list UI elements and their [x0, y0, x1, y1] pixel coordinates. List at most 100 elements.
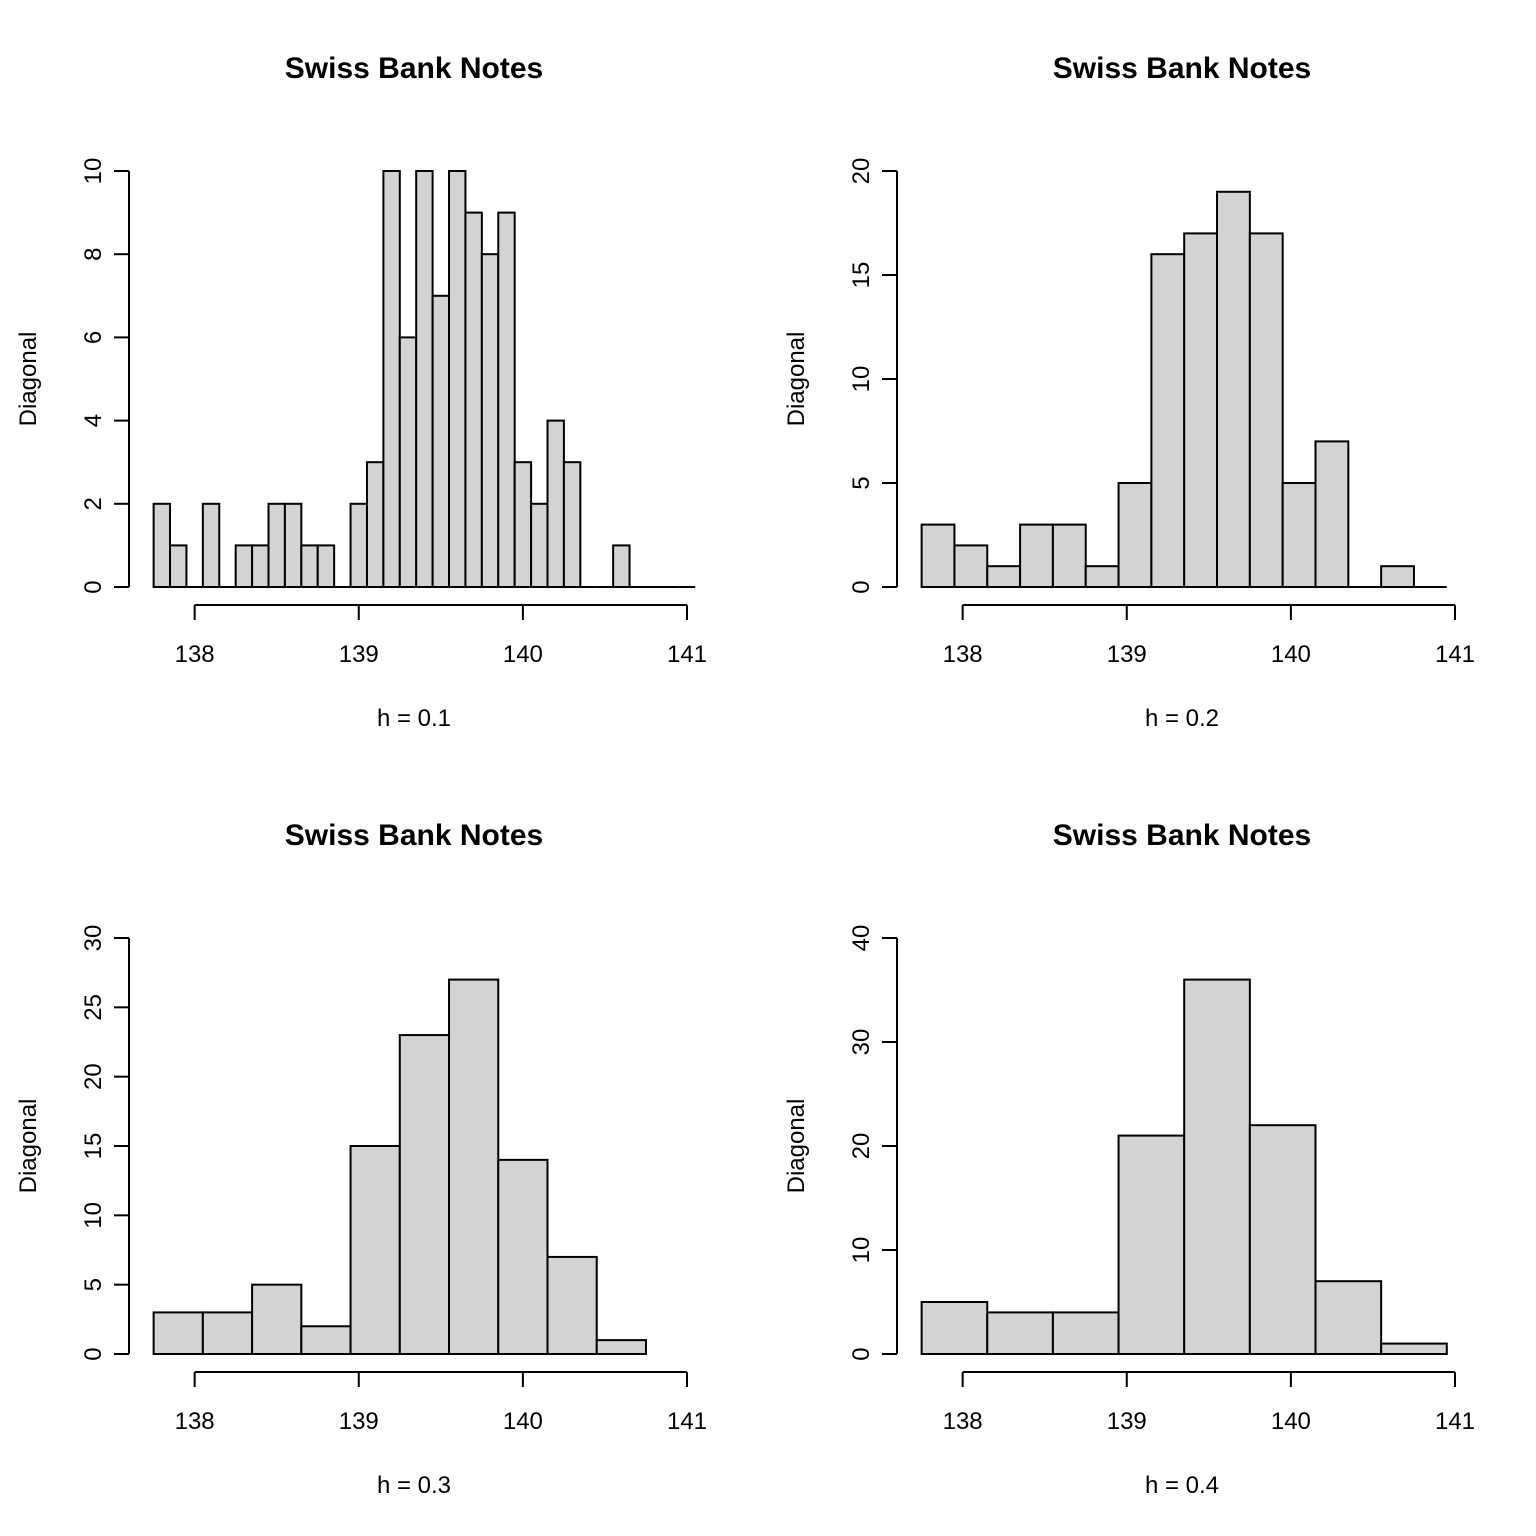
histogram-bar — [251, 544, 270, 589]
y-tick-label: 10 — [848, 366, 875, 393]
histogram-bar — [513, 461, 533, 589]
y-tick-label: 30 — [848, 1029, 875, 1056]
histogram-bar — [267, 502, 286, 588]
histogram-bar — [480, 253, 500, 588]
y-tick-label: 0 — [848, 1347, 875, 1360]
y-tick-label: 0 — [80, 1347, 107, 1360]
histogram-bar — [152, 502, 172, 588]
y-tick-label: 15 — [848, 262, 875, 289]
histogram-bar — [382, 170, 401, 588]
histogram-bar — [1117, 482, 1153, 588]
x-tick-label: 140 — [503, 641, 543, 668]
histogram-bar — [431, 294, 451, 588]
histogram-bar — [1183, 978, 1251, 1355]
x-axis: 138 139 140 141 — [175, 1371, 707, 1435]
histogram-bar — [1314, 1280, 1383, 1355]
histogram-bar — [234, 544, 254, 589]
y-axis-label: Diagonal — [15, 332, 42, 427]
histogram-bar — [986, 565, 1022, 589]
y-axis: 0 10 20 30 40 — [848, 925, 898, 1361]
histogram-bar — [986, 1311, 1054, 1356]
histogram-bar — [1380, 1342, 1448, 1355]
histogram-bar — [1248, 232, 1284, 588]
x-tick-label: 140 — [1271, 641, 1311, 668]
y-tick-label: 4 — [80, 414, 107, 427]
histogram-bar — [448, 978, 500, 1355]
histogram-bar — [612, 544, 631, 589]
x-axis: 138 139 140 141 — [943, 1371, 1475, 1435]
histogram-bar — [1051, 523, 1087, 588]
panel-h-0-3: Swiss Bank Notes h = 0.3 Diagonal 138 139… — [15, 819, 707, 1499]
y-tick-label: 10 — [80, 1202, 107, 1229]
bars — [152, 978, 647, 1356]
histogram-bar — [448, 170, 467, 588]
x-tick-label: 138 — [943, 1408, 983, 1435]
histogram-bar — [1051, 1311, 1120, 1356]
histogram-bar — [562, 461, 582, 589]
histogram-bar — [316, 544, 336, 589]
histogram-bar — [349, 1145, 401, 1355]
panel-title: Swiss Bank Notes — [285, 52, 543, 85]
x-tick-label: 138 — [175, 641, 215, 668]
histogram-bar — [920, 1301, 989, 1355]
histogram-bar — [398, 336, 418, 588]
panel-title: Swiss Bank Notes — [1053, 819, 1311, 852]
bars — [920, 190, 1447, 589]
histogram-bar — [152, 1311, 204, 1356]
histogram-bar — [251, 1283, 303, 1355]
x-axis: 138 139 140 141 — [175, 604, 707, 668]
x-axis-label: h = 0.3 — [377, 1472, 451, 1499]
histogram-bar — [1117, 1134, 1186, 1355]
y-tick-label: 0 — [80, 580, 107, 593]
histogram-bar — [530, 502, 549, 588]
y-tick-label: 20 — [848, 1133, 875, 1160]
histogram-bar — [920, 523, 956, 588]
x-axis-label: h = 0.4 — [1145, 1472, 1219, 1499]
panel-title: Swiss Bank Notes — [1053, 52, 1311, 85]
x-tick-label: 141 — [667, 641, 707, 668]
histogram-bar — [464, 211, 483, 588]
y-axis: 0 5 10 15 20 25 30 — [80, 925, 130, 1361]
histogram-bar — [398, 1034, 451, 1355]
histogram-bar — [1150, 253, 1186, 588]
histogram-bar — [349, 502, 368, 588]
x-tick-label: 140 — [503, 1408, 543, 1435]
histogram-bar — [1281, 482, 1317, 588]
y-tick-label: 5 — [80, 1278, 107, 1291]
panel-h-0-2: Swiss Bank Notes h = 0.2 Diagonal 138 139… — [783, 52, 1475, 732]
x-tick-label: 141 — [667, 1408, 707, 1435]
histogram-bar — [300, 1325, 352, 1356]
y-axis-label: Diagonal — [15, 1099, 42, 1194]
x-tick-label: 139 — [1107, 641, 1147, 668]
panel-title: Swiss Bank Notes — [285, 819, 543, 852]
y-tick-label: 20 — [848, 158, 875, 185]
y-tick-label: 25 — [80, 994, 107, 1021]
x-tick-label: 139 — [339, 1408, 379, 1435]
histogram-bar — [546, 1255, 598, 1356]
x-tick-label: 139 — [339, 641, 379, 668]
histogram-bar — [201, 502, 221, 588]
bars — [920, 978, 1448, 1356]
panel-h-0-1: Swiss Bank Notes h = 0.1 Diagonal 138 139… — [15, 52, 707, 732]
y-tick-label: 20 — [80, 1063, 107, 1090]
y-axis: 0 2 4 6 8 10 — [80, 158, 130, 594]
y-tick-label: 6 — [80, 331, 107, 344]
x-tick-label: 140 — [1271, 1408, 1311, 1435]
histogram-bar — [1183, 232, 1219, 588]
y-tick-label: 2 — [80, 497, 107, 510]
histogram-bar — [1314, 440, 1350, 588]
y-axis-label: Diagonal — [783, 1099, 810, 1194]
histogram-bar — [595, 1339, 647, 1355]
y-tick-label: 10 — [80, 158, 107, 185]
x-axis: 138 139 140 141 — [943, 604, 1475, 668]
y-axis-label: Diagonal — [783, 332, 810, 427]
histogram-bar — [415, 170, 434, 588]
histogram-bar — [201, 1311, 254, 1356]
y-tick-label: 40 — [848, 925, 875, 952]
y-axis: 0 5 10 15 20 — [848, 158, 898, 594]
x-tick-label: 141 — [1435, 1408, 1475, 1435]
histogram-bar — [1380, 565, 1415, 589]
y-tick-label: 5 — [848, 476, 875, 489]
bars — [152, 170, 696, 589]
